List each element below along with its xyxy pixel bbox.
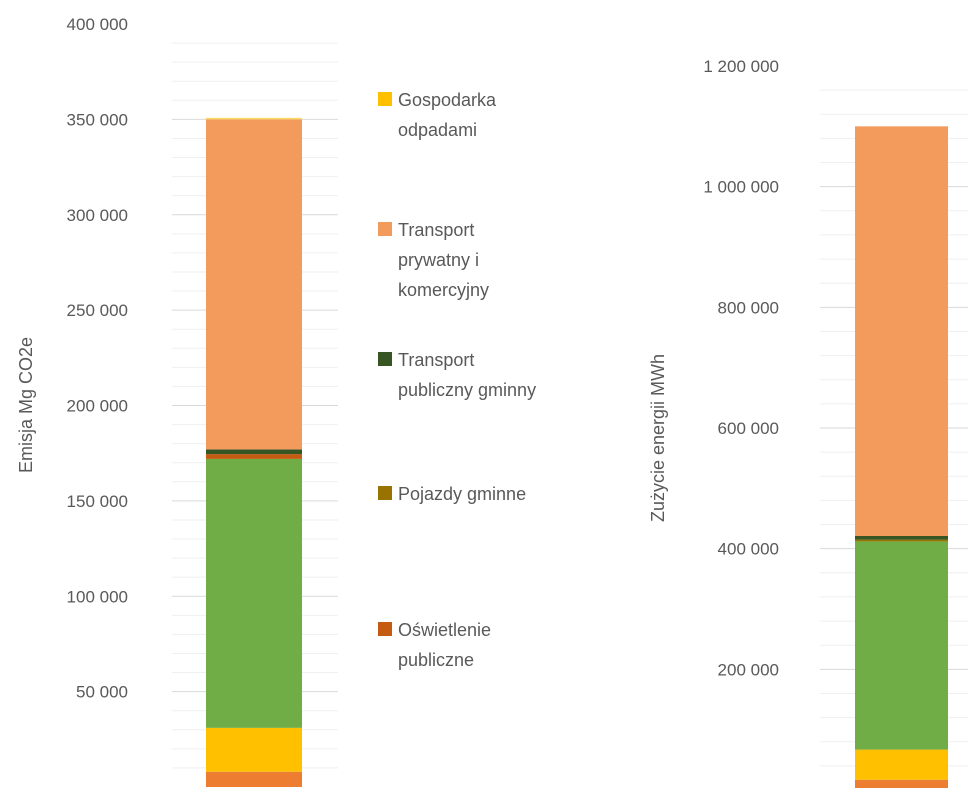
legend-label: publiczne — [398, 650, 474, 670]
energy-y-ticks: 200 000 400 000 600 000 800 000 1 000 000 1 2… — [703, 57, 779, 679]
y-tick-label: 250 000 — [67, 301, 128, 320]
energy-chart: 200 000 400 000 600 000 800 000 1 000 000 1 2… — [648, 57, 968, 788]
y-tick-label: 350 000 — [67, 110, 128, 129]
bar-segment-darkgreen — [206, 449, 302, 455]
bar-segment-darkgreen — [855, 535, 948, 540]
y-tick-label: 1 200 000 — [703, 57, 779, 76]
legend: Gospodarka odpadami Transport prywatny i kom… — [378, 90, 536, 670]
bar-segment-base — [855, 779, 948, 788]
legend-label: Transport — [398, 350, 474, 370]
y-tick-label: 1 000 000 — [703, 178, 779, 197]
bar-segment-yellow — [855, 749, 948, 780]
y-tick-label: 300 000 — [67, 206, 128, 225]
y-tick-label: 800 000 — [718, 298, 779, 317]
legend-swatch — [378, 352, 392, 366]
legend-label: Oświetlenie — [398, 620, 491, 640]
emissions-stacked-bar — [206, 117, 302, 787]
legend-label: Pojazdy gminne — [398, 484, 526, 504]
legend-label: prywatny i — [398, 250, 479, 270]
bar-segment-orange — [206, 119, 302, 450]
bar-segment-green — [855, 541, 948, 750]
bar-segment-orange — [855, 126, 948, 536]
legend-label: odpadami — [398, 120, 477, 140]
legend-label: publiczny gminny — [398, 380, 536, 400]
energy-y-axis-title: Zużycie energii MWh — [648, 354, 668, 522]
legend-label: Gospodarka — [398, 90, 497, 110]
bar-segment-green — [206, 458, 302, 728]
emissions-y-axis-title: Emisja Mg CO2e — [16, 337, 36, 473]
legend-swatch — [378, 486, 392, 500]
y-tick-label: 400 000 — [67, 15, 128, 34]
y-tick-label: 400 000 — [718, 540, 779, 559]
y-tick-label: 150 000 — [67, 492, 128, 511]
bar-segment-gold — [206, 117, 302, 120]
y-tick-label: 600 000 — [718, 419, 779, 438]
y-tick-label: 100 000 — [67, 587, 128, 606]
legend-swatch — [378, 92, 392, 106]
legend-label: Transport — [398, 220, 474, 240]
bar-segment-olive — [855, 539, 948, 542]
emissions-chart: 50 000 100 000 150 000 200 000 250 000 300 00… — [16, 15, 338, 787]
bar-segment-base — [206, 771, 302, 787]
y-tick-label: 200 000 — [67, 397, 128, 416]
emissions-y-ticks: 50 000 100 000 150 000 200 000 250 000 300 00… — [67, 15, 128, 702]
bar-segment-yellow — [206, 727, 302, 772]
bar-segment-rust — [206, 454, 302, 459]
y-tick-label: 50 000 — [76, 683, 128, 702]
legend-swatch — [378, 222, 392, 236]
legend-label: komercyjny — [398, 280, 489, 300]
energy-stacked-bar — [855, 126, 948, 788]
legend-swatch — [378, 622, 392, 636]
y-tick-label: 200 000 — [718, 660, 779, 679]
